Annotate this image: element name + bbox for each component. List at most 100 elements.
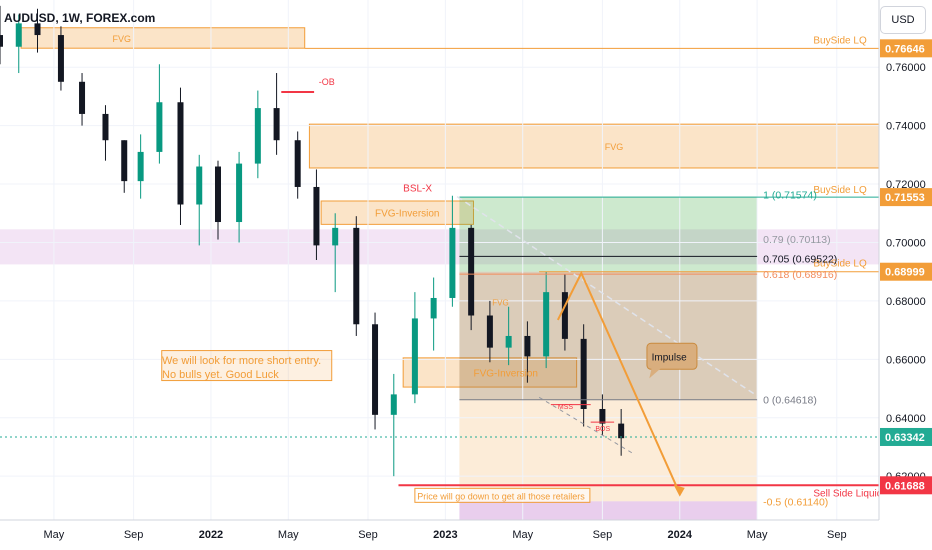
impulse-callout-tail: [649, 368, 662, 379]
candle-body: [486, 315, 493, 348]
impulse-label: Impulse: [652, 352, 687, 363]
time-tick-label: 2024: [668, 529, 693, 541]
candle-body: [294, 140, 301, 187]
candle-body: [137, 151, 144, 182]
analysis-note-line1: We will look for more short entry.: [162, 355, 322, 367]
candle-body: [236, 163, 243, 223]
candle-body: [618, 423, 625, 439]
buyside-label-1: BuySide LQ: [813, 35, 867, 46]
analysis-note-box: [161, 350, 333, 382]
candle-body: [254, 108, 261, 164]
candle-body: [196, 166, 203, 205]
candle-body: [214, 166, 221, 223]
fib-level-label: 0 (0.64618): [763, 395, 817, 407]
candle-body: [561, 292, 568, 339]
price-tag-label: 0.61688: [885, 480, 925, 492]
fvg-label-2: FVG: [605, 142, 624, 152]
time-tick-label: Sep: [827, 529, 847, 541]
time-tick-label: May: [278, 529, 299, 541]
retailers-label: Price will go down to get all those reta…: [417, 491, 585, 501]
time-tick-label: May: [747, 529, 768, 541]
mss-label: MSS: [558, 404, 574, 411]
time-tick-label: Sep: [593, 529, 613, 541]
candle-body: [543, 292, 550, 357]
price-tag: [880, 188, 932, 207]
bslx-label: BSL-X: [403, 183, 432, 194]
candle-body: [505, 335, 512, 348]
fvg-inversion-label-1: FVG-Inversion: [375, 209, 439, 220]
price-tag-label: 0.68999: [885, 267, 925, 279]
candle-body: [273, 108, 280, 141]
fib-purple-zone: [459, 501, 758, 520]
candle-body: [411, 318, 418, 395]
fvg-inversion-label-2: FVG-Inversion: [473, 368, 537, 379]
fib-level-label: 0.705 (0.69522): [763, 253, 837, 265]
trend-line-upper: [456, 195, 758, 397]
time-tick-label: Sep: [124, 529, 144, 541]
symbol-title: AUDUSD, 1W, FOREX.com: [4, 11, 156, 25]
candle-body: [372, 324, 379, 415]
price-tick-label: 0.64000: [886, 413, 926, 425]
candle-body: [332, 227, 339, 246]
candle-body: [34, 23, 41, 36]
pink-zone: [0, 229, 879, 265]
fvg-inversion-zone-1: [320, 200, 474, 225]
candle-body: [156, 102, 163, 152]
time-tick-label: 2022: [199, 529, 223, 541]
price-tick-label: 0.70000: [886, 237, 926, 249]
bos-label: BOS: [595, 426, 610, 433]
analysis-note-line2: No bulls yet. Good Luck: [162, 369, 279, 381]
fvg-small-label: FVG: [492, 298, 508, 307]
buyside-label-3: BuySide LQ: [813, 259, 867, 270]
candle-body: [468, 227, 475, 316]
time-tick-label: May: [512, 529, 533, 541]
impulse-callout: [646, 342, 698, 370]
impulse-arrowhead: [673, 484, 685, 497]
plot-background: [0, 0, 879, 520]
fvg-label-1: FVG: [113, 34, 132, 44]
price-tag: [880, 427, 932, 446]
candle-body: [449, 227, 456, 298]
candle-body: [121, 140, 128, 182]
time-axis: [0, 520, 932, 550]
candle-body: [0, 35, 3, 47]
price-tag: [880, 476, 932, 495]
candle-body: [102, 113, 109, 141]
candle-body: [353, 227, 360, 325]
time-tick-label: May: [44, 529, 65, 541]
price-tag-label: 0.63342: [885, 432, 925, 444]
time-tick-label: 2023: [433, 529, 457, 541]
candle-body: [430, 297, 437, 319]
candle-body: [57, 35, 64, 82]
candle-body: [390, 394, 397, 415]
ob-label: -OB: [319, 77, 335, 87]
price-tag-label: 0.76646: [885, 43, 925, 55]
fib-level-label: 0.79 (0.70113): [763, 234, 831, 246]
candle-body: [79, 81, 86, 114]
price-tag: [880, 39, 932, 58]
price-tick-label: 0.76000: [886, 62, 926, 74]
currency-button[interactable]: USD: [880, 6, 926, 34]
impulse-path: [556, 270, 681, 495]
fvg-zone-2: [308, 123, 880, 169]
candle-body: [313, 186, 320, 246]
retailers-box: [414, 487, 591, 503]
candle-body: [15, 23, 22, 47]
price-tag: [880, 262, 932, 281]
candle-body: [524, 335, 531, 357]
fib-level-label: 1 (0.71574): [763, 189, 817, 201]
price-tick-label: 0.66000: [886, 354, 926, 366]
candle-body: [580, 338, 587, 409]
price-tag-label: 0.71553: [885, 192, 925, 204]
price-tick-label: 0.74000: [886, 121, 926, 133]
candle-body: [599, 408, 606, 424]
fib-level-label: -0.5 (0.61140): [763, 496, 828, 508]
trend-line-lower: [538, 396, 634, 454]
buyside-label-2: BuySide LQ: [813, 185, 867, 196]
price-tick-label: 0.72000: [886, 179, 926, 191]
candle-body: [177, 102, 184, 205]
time-tick-label: Sep: [358, 529, 378, 541]
sellside-label: Sell Side Liquidity: [813, 488, 892, 499]
price-tick-label: 0.68000: [886, 296, 926, 308]
